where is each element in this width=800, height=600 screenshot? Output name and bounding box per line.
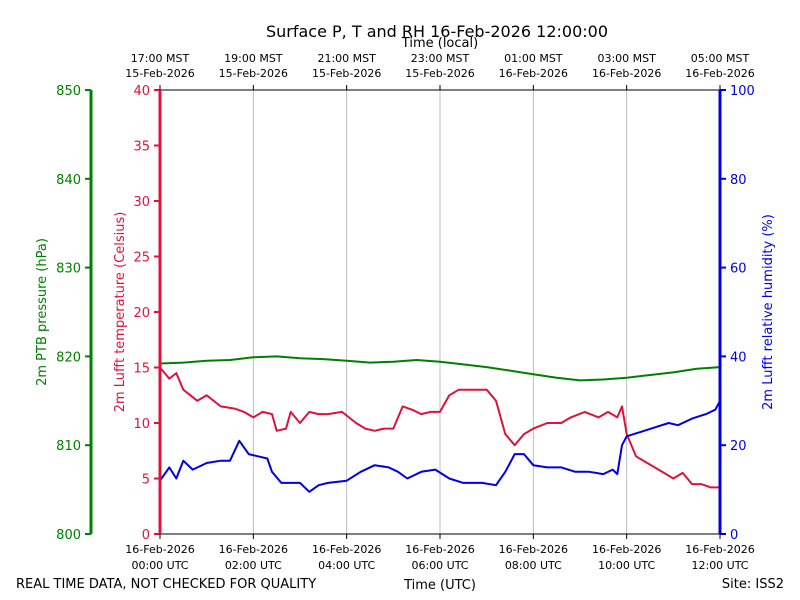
bottom-tick-time-6: 12:00 UTC (691, 559, 748, 572)
bottom-tick-time-4: 08:00 UTC (505, 559, 562, 572)
top-tick-date-0: 15-Feb-2026 (125, 67, 194, 80)
bottom-tick-time-0: 00:00 UTC (131, 559, 188, 572)
humidity-tick-label-4: 80 (730, 173, 747, 188)
temperature-tick-label-6: 30 (133, 195, 150, 210)
temperature-tick-label-5: 25 (133, 251, 150, 266)
pressure-tick-label-0: 800 (56, 528, 81, 543)
top-tick-date-4: 16-Feb-2026 (499, 67, 568, 80)
top-tick-date-3: 15-Feb-2026 (405, 67, 474, 80)
temperature-tick-label-7: 35 (133, 140, 150, 155)
bottom-tick-time-1: 02:00 UTC (225, 559, 282, 572)
chart-title: Surface P, T and RH 16-Feb-2026 12:00:00 (266, 22, 608, 41)
humidity-tick-label-0: 0 (730, 528, 738, 543)
bottom-tick-date-1: 16-Feb-2026 (219, 543, 288, 556)
pressure-tick-label-3: 830 (56, 262, 81, 277)
bottom-tick-date-4: 16-Feb-2026 (499, 543, 568, 556)
series-temperature-line (159, 366, 720, 489)
top-tick-time-4: 01:00 MST (504, 52, 563, 65)
pressure-tick-label-2: 820 (56, 350, 81, 365)
top-tick-date-5: 16-Feb-2026 (592, 67, 661, 80)
bottom-axis-label: Time (UTC) (403, 578, 476, 593)
top-tick-time-6: 05:00 MST (691, 52, 750, 65)
top-tick-time-1: 19:00 MST (224, 52, 283, 65)
humidity-axis-label: 2m Lufft relative humidity (%) (761, 214, 776, 410)
top-tick-date-6: 16-Feb-2026 (685, 67, 754, 80)
grid (252, 90, 628, 534)
series-pressure-line (159, 355, 721, 382)
series-layer (159, 355, 721, 493)
pressure-tick-label-4: 840 (56, 173, 81, 188)
temperature-axis-label: 2m Lufft temperature (Celsius) (113, 212, 128, 413)
humidity-tick-label-2: 40 (730, 350, 747, 365)
humidity-tick-label-1: 20 (730, 439, 747, 454)
temperature-tick-label-3: 15 (133, 362, 150, 377)
bottom-tick-date-5: 16-Feb-2026 (592, 543, 661, 556)
pressure-axis-label: 2m PTB pressure (hPa) (35, 238, 50, 386)
bottom-tick-date-6: 16-Feb-2026 (685, 543, 754, 556)
top-tick-date-2: 15-Feb-2026 (312, 67, 381, 80)
bottom-tick-time-3: 06:00 UTC (411, 559, 468, 572)
temperature-tick-label-1: 5 (142, 473, 150, 488)
temperature-tick-label-8: 40 (133, 84, 150, 99)
bottom-tick-time-2: 04:00 UTC (318, 559, 375, 572)
bottom-tick-time-5: 10:00 UTC (598, 559, 655, 572)
top-tick-date-1: 15-Feb-2026 (219, 67, 288, 80)
temperature-tick-label-0: 0 (142, 528, 150, 543)
top-tick-time-3: 23:00 MST (411, 52, 470, 65)
humidity-tick-label-5: 100 (730, 84, 755, 99)
top-tick-time-5: 03:00 MST (597, 52, 656, 65)
bottom-tick-date-2: 16-Feb-2026 (312, 543, 381, 556)
bottom-tick-date-0: 16-Feb-2026 (125, 543, 194, 556)
pressure-tick-label-5: 850 (56, 84, 81, 99)
bottom-tick-date-3: 16-Feb-2026 (405, 543, 474, 556)
quality-disclaimer: REAL TIME DATA, NOT CHECKED FOR QUALITY (16, 577, 316, 592)
humidity-tick-label-3: 60 (730, 262, 747, 277)
top-axis-label: Time (local) (401, 36, 478, 51)
pressure-tick-label-1: 810 (56, 439, 81, 454)
temperature-tick-label-2: 10 (133, 417, 150, 432)
site-label: Site: ISS2 (722, 577, 784, 592)
temperature-tick-label-4: 20 (133, 306, 150, 321)
series-humidity-line (159, 400, 721, 493)
top-tick-time-0: 17:00 MST (131, 52, 190, 65)
top-tick-time-2: 21:00 MST (317, 52, 376, 65)
